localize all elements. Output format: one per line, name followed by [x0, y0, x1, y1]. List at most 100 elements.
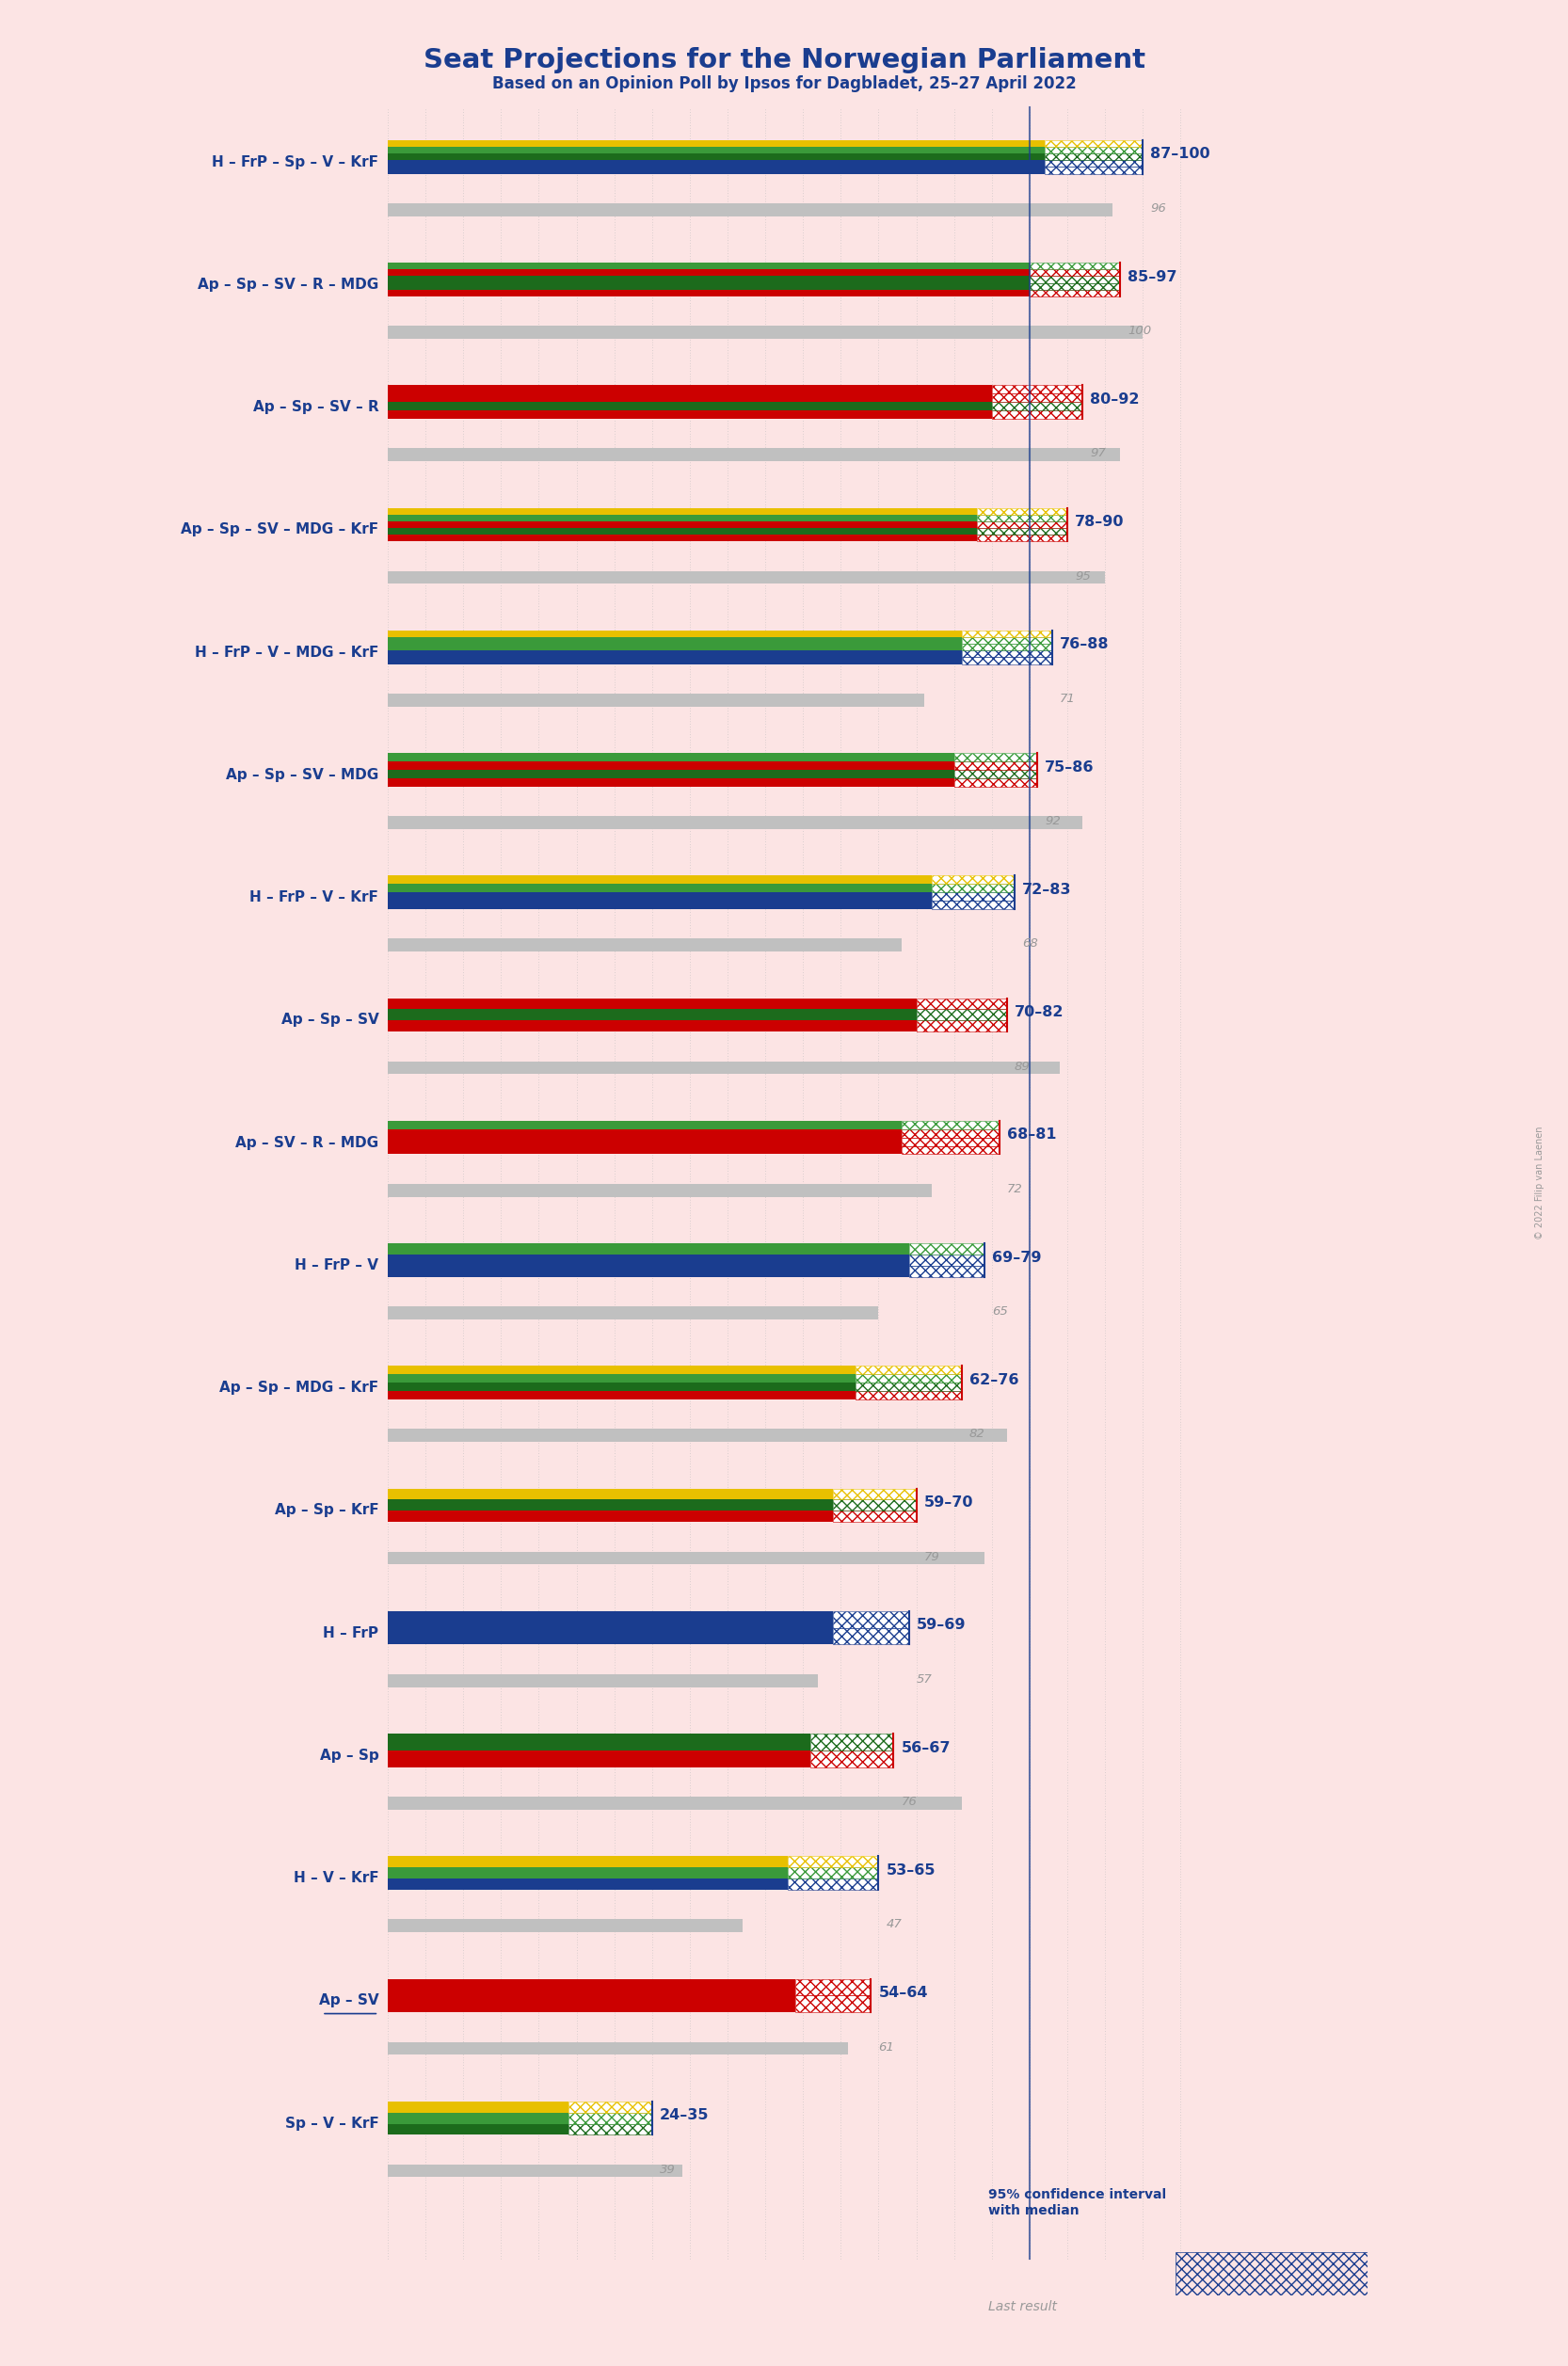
Bar [387, 1429, 1007, 1441]
Bar [795, 1995, 870, 2013]
Text: 65: 65 [993, 1306, 1008, 1318]
Text: Ap – SV: Ap – SV [318, 1995, 378, 2009]
Text: 95% confidence interval
with median: 95% confidence interval with median [988, 2189, 1167, 2217]
Bar [789, 1857, 878, 1867]
Bar [916, 1010, 1007, 1020]
Bar [993, 393, 1082, 402]
Bar [1044, 161, 1143, 168]
Bar [387, 168, 1044, 173]
Bar [569, 2125, 652, 2134]
Bar [387, 535, 977, 542]
Bar [909, 1242, 985, 1254]
Bar [833, 1628, 909, 1644]
Bar [387, 1995, 795, 2013]
Bar [856, 1382, 961, 1391]
Text: 61: 61 [878, 2042, 894, 2054]
Bar [931, 892, 1014, 901]
Bar [569, 2113, 652, 2125]
Bar [789, 1857, 878, 1867]
Text: Ap – Sp – SV – R: Ap – Sp – SV – R [252, 400, 378, 414]
Bar [387, 1611, 833, 1628]
Text: 54–64: 54–64 [878, 1985, 928, 1999]
Bar [387, 816, 1082, 828]
Bar [931, 875, 1014, 885]
Bar [993, 402, 1082, 409]
Text: 97: 97 [1090, 447, 1105, 459]
Text: 70–82: 70–82 [1014, 1006, 1063, 1020]
Text: Ap – Sp – SV – R – MDG: Ap – Sp – SV – R – MDG [198, 277, 378, 291]
Bar [833, 1611, 909, 1628]
Bar [1044, 140, 1143, 147]
Bar [387, 1062, 1060, 1074]
Bar [961, 629, 1052, 636]
Bar [1044, 161, 1143, 168]
Bar [387, 752, 953, 762]
Text: 85–97: 85–97 [1127, 270, 1178, 284]
Text: 56–67: 56–67 [902, 1741, 950, 1756]
Bar [961, 651, 1052, 658]
Text: 76–88: 76–88 [1060, 636, 1109, 651]
Bar [953, 752, 1036, 762]
Bar [387, 901, 931, 909]
Bar [1044, 140, 1143, 147]
Bar [789, 1867, 878, 1879]
Bar [833, 1611, 909, 1628]
Bar [833, 1512, 916, 1521]
Bar [1044, 154, 1143, 161]
Bar [811, 1751, 894, 1767]
Text: Last result: Last result [988, 2300, 1057, 2314]
Text: H – FrP – V – MDG – KrF: H – FrP – V – MDG – KrF [194, 646, 378, 660]
Text: Based on an Opinion Poll by Ipsos for Dagbladet, 25–27 April 2022: Based on an Opinion Poll by Ipsos for Da… [492, 76, 1076, 92]
Bar [387, 1628, 833, 1644]
Text: 96: 96 [1151, 201, 1167, 215]
Bar [856, 1391, 961, 1398]
Bar [931, 885, 1014, 892]
Bar [387, 1306, 878, 1320]
Bar [387, 1500, 833, 1512]
Bar [387, 1512, 833, 1521]
Bar [953, 778, 1036, 786]
Text: Ap – SV – R – MDG: Ap – SV – R – MDG [235, 1136, 378, 1150]
Bar [387, 1121, 902, 1129]
Text: 78–90: 78–90 [1076, 516, 1124, 530]
Text: 59–69: 59–69 [916, 1618, 966, 1633]
Bar [387, 1138, 902, 1145]
Text: 57: 57 [916, 1673, 931, 1685]
Text: 92: 92 [1044, 814, 1060, 828]
Bar [977, 513, 1068, 521]
Text: 47: 47 [886, 1919, 902, 1931]
Bar [387, 161, 1044, 168]
Text: 68: 68 [1022, 937, 1038, 949]
Text: Ap – Sp – MDG – KrF: Ap – Sp – MDG – KrF [220, 1382, 378, 1396]
Bar [1044, 168, 1143, 173]
Bar [961, 636, 1052, 644]
Bar [961, 629, 1052, 636]
Text: Ap – Sp – SV – MDG: Ap – Sp – SV – MDG [226, 769, 378, 783]
Bar [856, 1365, 961, 1375]
Bar [977, 513, 1068, 521]
Bar [789, 1867, 878, 1879]
Bar [811, 1734, 894, 1751]
Bar [977, 521, 1068, 528]
Bar [387, 1254, 909, 1266]
Bar [916, 1020, 1007, 1032]
Bar [387, 769, 953, 778]
Bar [387, 875, 931, 885]
Bar [833, 1628, 909, 1644]
Text: 62–76: 62–76 [969, 1372, 1019, 1386]
Bar [387, 629, 961, 636]
Bar [387, 1751, 811, 1767]
Bar [909, 1254, 985, 1266]
Bar [856, 1375, 961, 1382]
Bar [833, 1488, 916, 1500]
Bar [387, 1734, 811, 1751]
Bar [387, 1857, 789, 1867]
Bar [902, 1138, 999, 1145]
Text: 72: 72 [1007, 1183, 1022, 1195]
Bar [387, 1020, 916, 1032]
Bar [931, 892, 1014, 901]
Text: H – FrP – Sp – V – KrF: H – FrP – Sp – V – KrF [212, 156, 378, 168]
Bar [977, 528, 1068, 535]
Bar [387, 778, 953, 786]
Bar [387, 1978, 795, 1995]
